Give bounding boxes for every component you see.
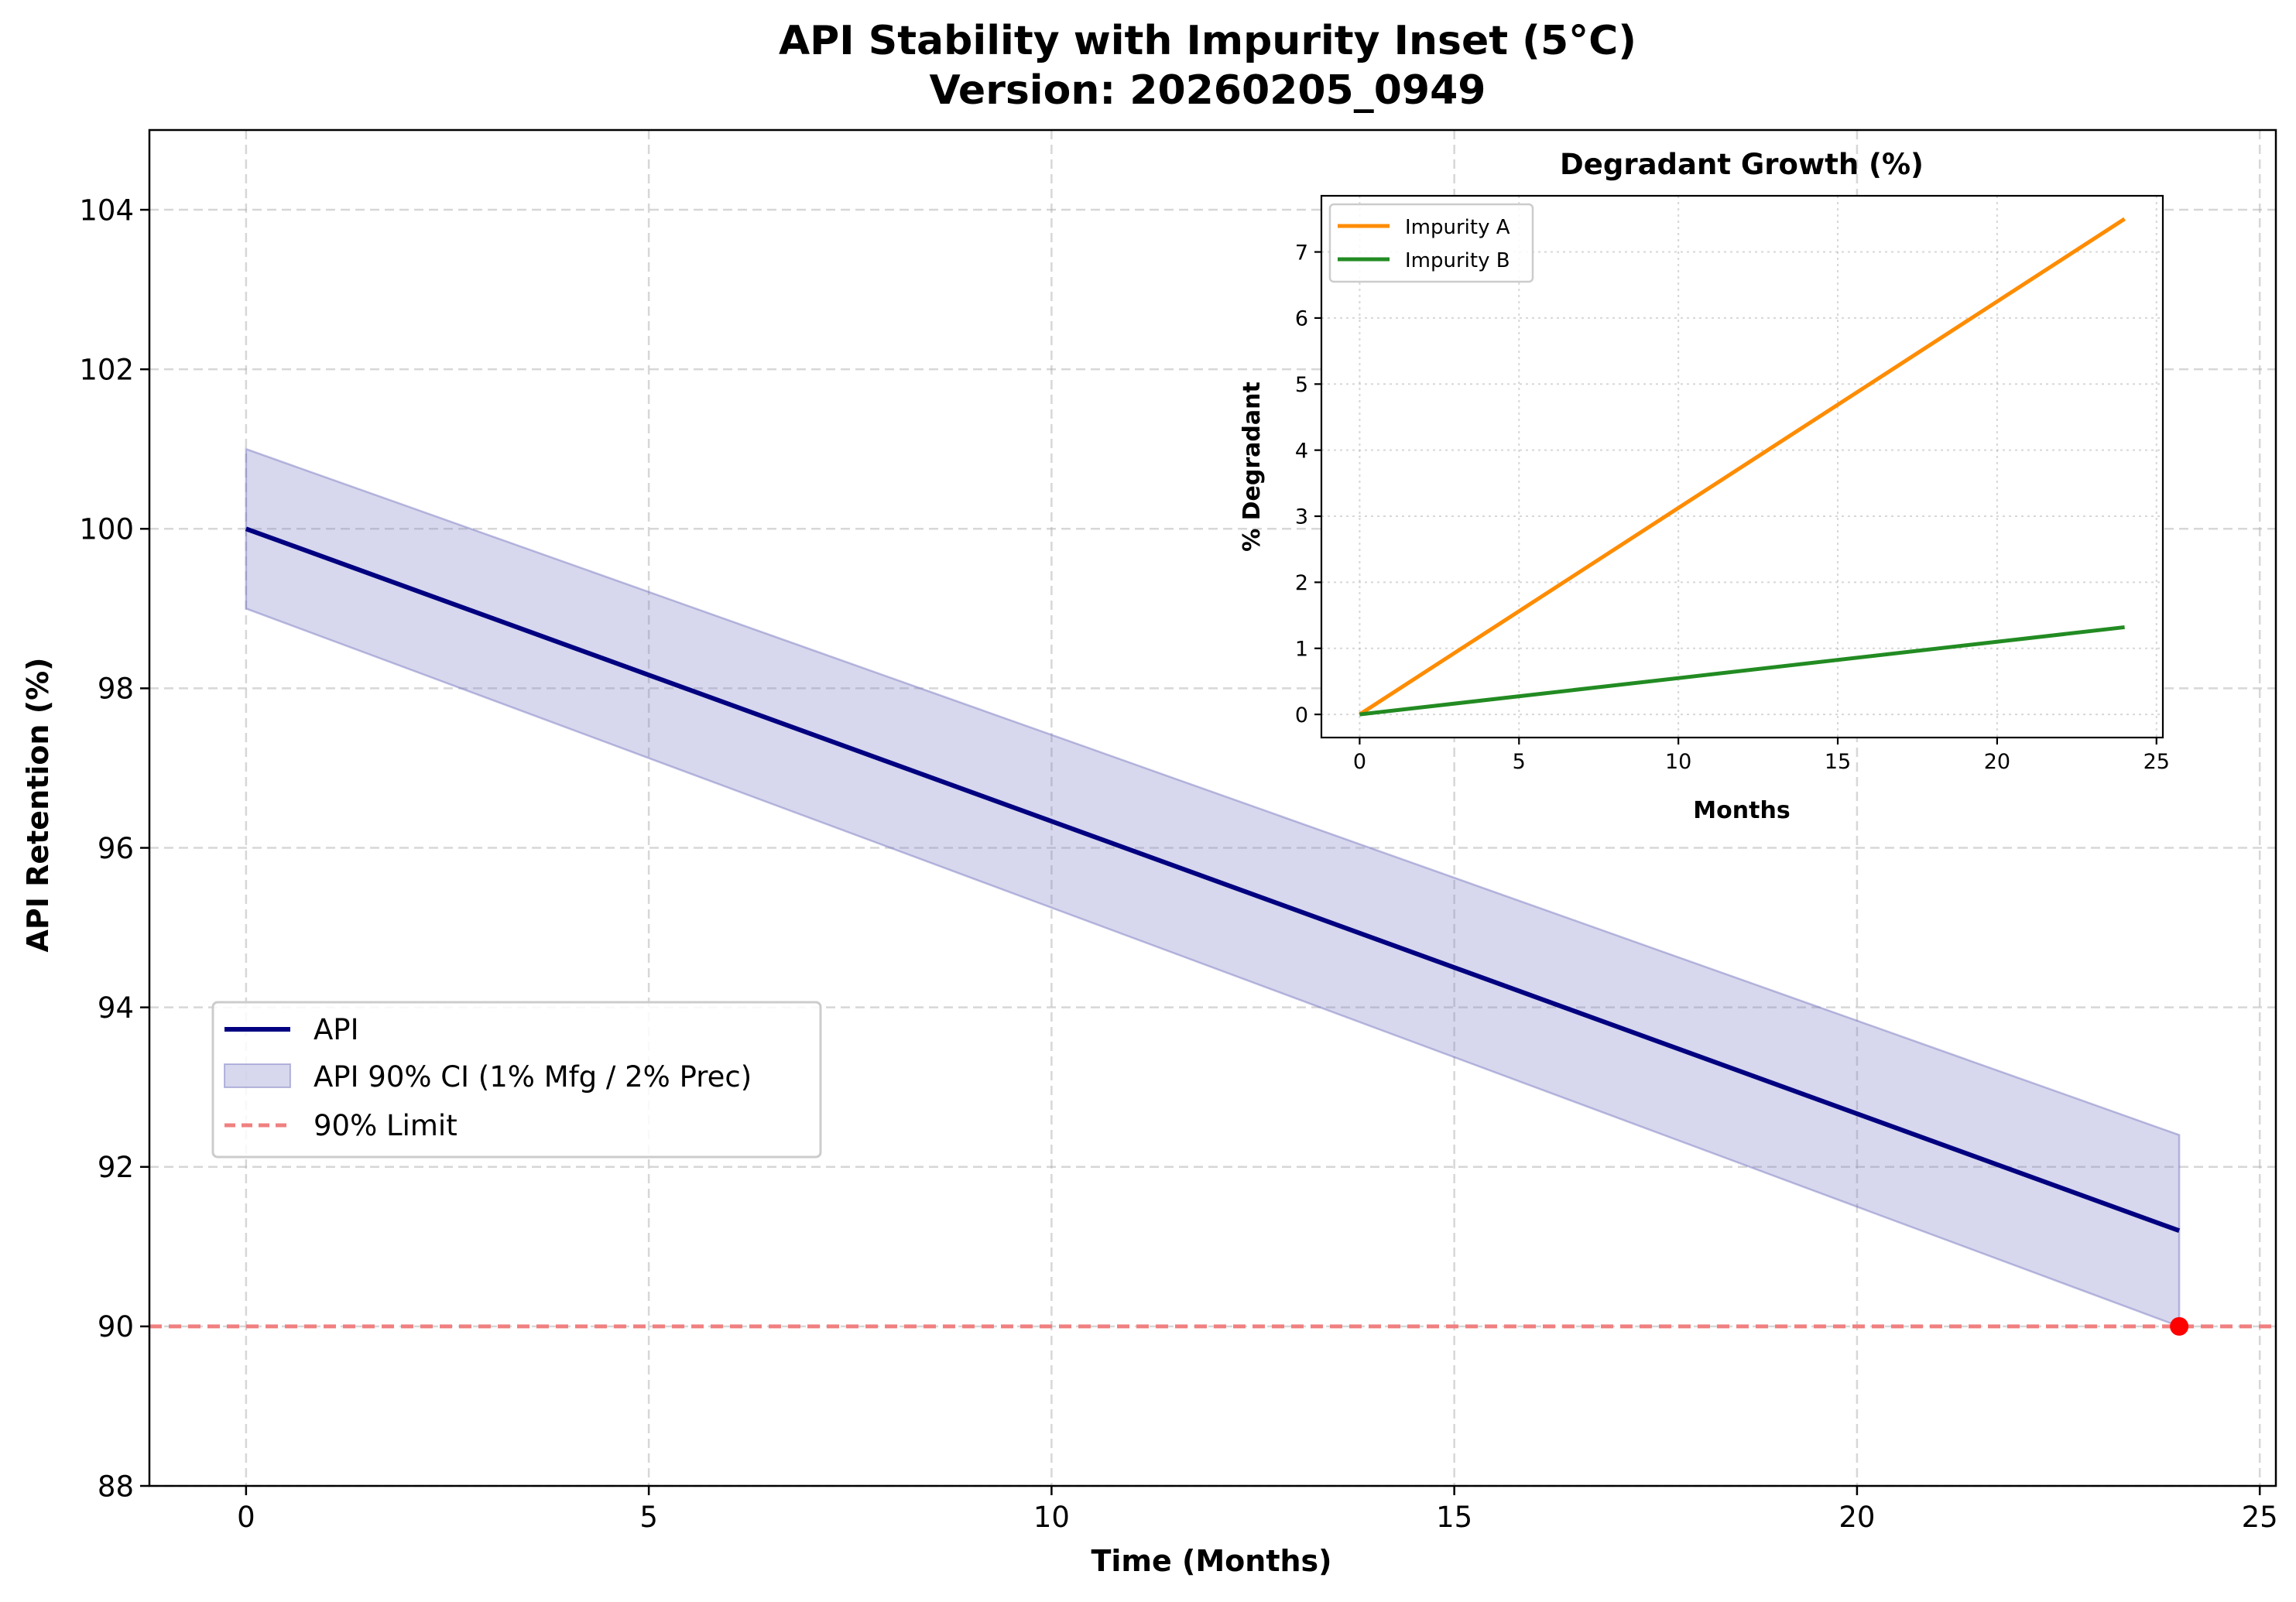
inset-gridlines [1321,196,2163,738]
y-tick-label: 100 [79,513,134,546]
y-tick-label: 96 [98,832,134,865]
limit-crossing-marker [2170,1316,2189,1336]
legend-label-ci: API 90% CI (1% Mfg / 2% Prec) [314,1060,752,1094]
inset-title: Degradant Growth (%) [1560,148,1924,181]
inset-legend-frame [1328,203,1534,283]
legend-label-impurity-a: Impurity A [1405,216,1510,239]
inset-x-axis-label: Months [1693,797,1790,824]
inset-y-tick-label: 1 [1295,637,1308,661]
y-axis-label: API Retention (%) [21,657,55,952]
inset-y-tick-label: 6 [1295,307,1308,331]
inset-y-tick-label: 4 [1295,439,1308,463]
inset-x-tick-label: 25 [2144,750,2170,774]
y-tick-label: 90 [98,1310,134,1344]
inset-y-tick-label: 7 [1295,241,1308,265]
inset-y-axis-label: % Degradant [1239,382,1266,552]
x-tick-label: 25 [2242,1501,2278,1534]
x-tick-label: 20 [1839,1501,1875,1534]
main-legend-frame [211,1001,822,1159]
y-tick-label: 104 [79,193,134,227]
legend-label-api: API [314,1013,359,1046]
inset-axes: 0 5 10 15 20 25 0 1 2 3 4 5 6 7 [1295,194,2170,774]
inset-y-tick-label: 3 [1295,505,1308,529]
x-axis-label: Time (Months) [1091,1544,1331,1578]
x-tick-label: 0 [237,1501,255,1534]
axes-frame [148,128,2277,1487]
legend-swatch-ci [224,1063,291,1088]
main-plot-area [149,447,2276,1336]
inset-y-tick-label: 2 [1295,571,1308,595]
inset-axes-frame [1320,194,2164,739]
inset-x-tick-label: 10 [1665,750,1691,774]
inset-x-tick-label: 5 [1513,750,1526,774]
main-legend: API API 90% CI (1% Mfg / 2% Prec) 90% Li… [211,1001,822,1159]
y-tick-label: 102 [79,353,134,386]
y-tick-label: 98 [98,673,134,706]
inset-x-tick-label: 0 [1353,750,1366,774]
chart-title-line1: API Stability with Impurity Inset (5°C) [779,18,1636,64]
inset-y-tick-label: 0 [1295,703,1308,727]
inset-plot-area [1359,217,2126,717]
x-tick-label: 10 [1033,1501,1070,1534]
y-tick-label: 94 [98,991,134,1025]
api-line [245,526,2181,1234]
inset-legend: Impurity A Impurity B [1328,203,1534,283]
impurity-b-line [1359,625,2125,717]
x-tick-label: 5 [639,1501,658,1534]
y-tick-label: 92 [98,1151,134,1184]
chart-title-line2: Version: 20260205_0949 [930,67,1486,114]
x-tick-label: 15 [1436,1501,1472,1534]
inset-x-tick-label: 15 [1825,750,1851,774]
legend-label-limit: 90% Limit [314,1109,457,1142]
inset-x-tick-label: 20 [1984,750,2010,774]
legend-label-impurity-b: Impurity B [1405,249,1510,272]
inset-y-tick-label: 5 [1295,373,1308,397]
impurity-a-line [1359,217,2126,717]
y-tick-label: 88 [98,1470,134,1503]
